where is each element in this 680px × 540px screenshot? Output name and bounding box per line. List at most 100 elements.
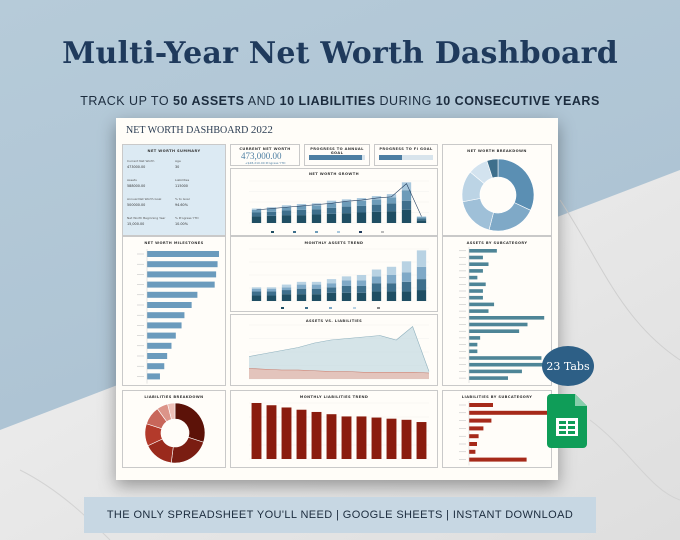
net-worth-milestones-chart [137,249,219,384]
breakdown-slice [497,158,535,211]
growth-bar [281,207,292,211]
avl-area [249,326,429,379]
liab-subcat-bar [469,442,477,446]
summary-value: 588000.00 [127,184,146,188]
growth-bar [296,209,307,216]
subcat-bar [469,269,483,273]
legend-swatch [293,231,296,233]
growth-bar [311,203,322,206]
growth-bar [251,208,262,210]
assets-bar [356,285,367,293]
net-worth-milestones-panel: NET WORTH MILESTONES [122,236,226,386]
subcat-bar [469,369,522,374]
summary-value: 473000.00 [127,165,146,169]
liab-subcat-bar [469,403,493,407]
growth-bar [341,202,352,207]
liabilities-by-subcategory-chart [459,401,549,466]
growth-bar [281,215,292,223]
growth-bar [416,216,427,218]
assets-bar [296,284,307,289]
summary-label: % to Goal [175,197,190,201]
subcat-bar [469,275,478,280]
monthly-assets-trend-chart [249,248,429,309]
growth-bar [251,209,262,213]
subcat-bar [469,349,478,354]
liab-trend-bar [386,418,397,459]
legend-swatch [359,231,362,233]
growth-bar [266,215,277,223]
assets-bar [341,285,352,293]
milestone-bar [147,271,217,278]
growth-bar [326,213,337,223]
assets-bar [401,291,412,301]
liabilities-breakdown-panel: LIABILITIES BREAKDOWN [122,390,226,468]
legend-swatch [315,231,318,233]
annual-goal-progress-fill [309,155,362,160]
assets-bar [386,275,397,284]
summary-label: Assets [127,178,137,182]
assets-bar [326,292,337,301]
assets-bar [416,250,427,267]
legend-swatch [377,307,380,309]
subcat-bar [469,249,497,253]
liab-slice [170,436,204,464]
liab-trend-bar [416,422,427,459]
assets-bar [356,292,367,301]
assets-bar [311,281,322,285]
liab-trend-bar [251,403,262,459]
growth-bar [341,199,352,202]
summary-value: 30 [175,165,180,169]
growth-bar [416,220,427,223]
liab-slice [174,402,206,443]
liab-trend-bar [296,409,307,459]
assets-bar [311,294,322,301]
growth-bar [281,210,292,216]
growth-bar [401,200,412,210]
assets-bar [281,284,292,288]
liab-trend-bar [356,416,367,459]
growth-bar [401,209,412,223]
growth-bar [356,200,367,206]
net-worth-summary-panel: NET WORTH SUMMARY Current Net Worth 47300… [122,144,226,236]
liabilities-by-subcategory-panel: LIABILITIES BY SUBCATEGORY [442,390,552,468]
current-net-worth-panel: CURRENT NET WORTH 473,000.00 +$48,210.00… [230,144,300,166]
legend-swatch [381,231,384,233]
assets-vs-liabilities-chart [248,324,430,380]
legend-swatch [281,307,284,309]
subcat-bar [469,282,486,287]
tabs-count-badge: 23 Tabs [542,346,594,386]
growth-bar [401,190,412,201]
avl-area [249,368,429,379]
summary-label: Net Worth Beginning Year [127,216,166,220]
summary-label: % Progress YTD [175,216,199,220]
progress-fi-goal-panel: PROGRESS TO FI GOAL [374,144,438,166]
footer-banner: THE ONLY SPREADSHEET YOU'LL NEED | GOOGL… [84,497,596,533]
assets-bar [266,288,277,292]
subcat-bar [469,356,542,360]
fi-goal-progress-fill [379,155,402,160]
growth-bar [311,214,322,223]
subcat-bar [469,329,520,333]
growth-bar [251,216,262,223]
growth-bar [416,217,427,219]
legend-swatch [353,307,356,309]
liabilities-breakdown-chart [144,402,206,464]
growth-bar [386,203,397,212]
growth-bar [281,205,292,208]
net-worth-breakdown-chart [461,158,535,232]
subcat-bar [469,316,545,320]
subcat-bar [469,322,528,327]
growth-bar [371,211,382,223]
summary-title: NET WORTH SUMMARY [147,149,201,153]
assets-bar [341,276,352,281]
progress-ytd-text: +$48,210.00 Progress YTD [245,161,286,165]
milestone-bar [147,291,198,298]
assets-bar [251,295,262,301]
assets-bar [281,290,292,295]
growth-bar [386,211,397,223]
growth-bar [416,218,427,221]
liab-slice [167,402,176,420]
growth-bar [341,206,352,214]
assets-bar [386,283,397,292]
subcat-bar [469,336,481,340]
